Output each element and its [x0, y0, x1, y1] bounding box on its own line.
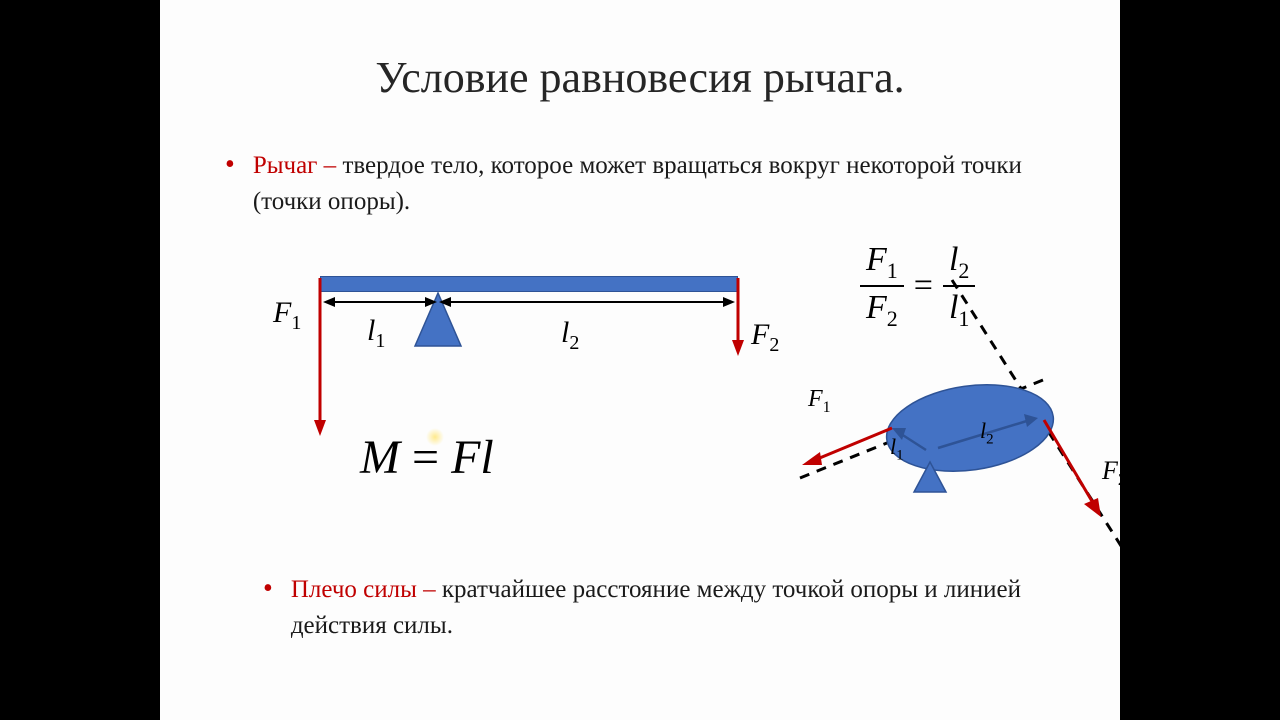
fraction-left: F1 F2: [860, 242, 904, 330]
label-f1: F1: [273, 296, 301, 335]
ellipse-label-f1: F1: [808, 386, 831, 417]
arm-l1-head-l: [323, 297, 335, 307]
force-f2-ellipse-head: [1084, 498, 1101, 517]
label-l2: l2: [561, 316, 579, 355]
slide: Условие равновесия рычага. • Рычаг – тве…: [160, 0, 1120, 720]
equilibrium-equation: F1 F2 = l2 l1: [860, 242, 975, 330]
force-f1-arrowhead: [314, 420, 326, 436]
force-f1-ellipse-head: [802, 452, 822, 465]
rigid-body-ellipse: [881, 375, 1059, 482]
moment-formula: M = Fl: [360, 430, 494, 485]
bullet-dot-icon: •: [225, 148, 235, 182]
ellipse-label-f2: F2: [1102, 456, 1126, 490]
fraction-right: l2 l1: [943, 242, 975, 330]
ellipse-label-l2: l2: [980, 418, 994, 448]
bullet-dot-icon: •: [263, 572, 273, 606]
fulcrum-icon: [415, 293, 461, 346]
page-title: Условие равновесия рычага.: [160, 52, 1120, 103]
bullet-lever-def: • Рычаг – твердое тело, которое может вр…: [225, 148, 1055, 221]
ellipse-label-l1: l1: [890, 434, 904, 464]
force-f2-ellipse: [1044, 420, 1096, 508]
bullet-text: Плечо силы – кратчайшее расстояние между…: [291, 572, 1083, 645]
bullet-arm-def: • Плечо силы – кратчайшее расстояние меж…: [263, 572, 1083, 645]
bullet-text: Рычаг – твердое тело, которое может вращ…: [253, 148, 1055, 221]
label-l1: l1: [367, 314, 385, 353]
